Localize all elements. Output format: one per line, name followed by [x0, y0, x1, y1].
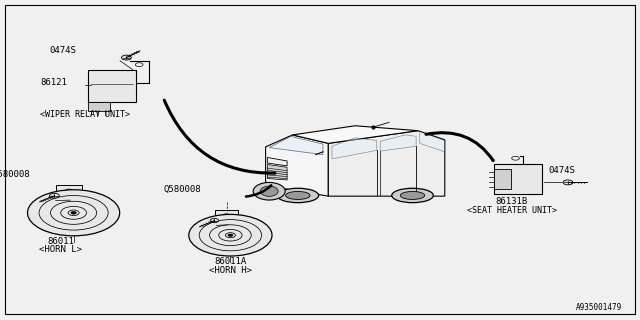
Circle shape [65, 189, 74, 194]
Text: 0474S: 0474S [549, 166, 575, 175]
Bar [215, 210, 237, 229]
Ellipse shape [285, 191, 310, 199]
FancyArrowPatch shape [246, 186, 271, 196]
Circle shape [28, 190, 120, 236]
Ellipse shape [277, 188, 319, 203]
Ellipse shape [260, 186, 278, 196]
Text: <SEAT HEATER UNIT>: <SEAT HEATER UNIT> [467, 206, 557, 215]
Bar [88, 102, 109, 111]
Circle shape [136, 63, 143, 67]
Circle shape [49, 193, 60, 198]
Circle shape [122, 55, 131, 60]
FancyArrowPatch shape [426, 133, 493, 160]
Polygon shape [266, 135, 328, 196]
FancyArrowPatch shape [164, 100, 275, 173]
Text: 86131B: 86131B [496, 197, 528, 206]
Bar [495, 169, 511, 189]
Circle shape [563, 180, 573, 185]
Circle shape [189, 214, 272, 256]
Text: 86011: 86011 [47, 237, 74, 246]
Ellipse shape [401, 191, 425, 199]
Circle shape [222, 214, 230, 218]
Polygon shape [328, 131, 445, 196]
Ellipse shape [253, 182, 285, 200]
Circle shape [71, 212, 76, 214]
Bar [495, 164, 543, 194]
Polygon shape [332, 138, 377, 159]
Text: 86011A: 86011A [214, 257, 246, 266]
Circle shape [210, 219, 219, 223]
Text: 86121: 86121 [40, 78, 67, 87]
Circle shape [512, 156, 520, 160]
Text: 0474S: 0474S [50, 46, 76, 55]
Text: <WIPER RELAY UNIT>: <WIPER RELAY UNIT> [40, 110, 130, 119]
Circle shape [228, 234, 233, 236]
Bar [56, 185, 82, 206]
Polygon shape [268, 157, 287, 166]
Bar [88, 70, 136, 102]
Polygon shape [380, 135, 416, 151]
Text: <HORN H>: <HORN H> [209, 266, 252, 275]
Ellipse shape [392, 188, 433, 203]
Text: Q580008: Q580008 [0, 170, 30, 179]
Polygon shape [292, 126, 418, 143]
Polygon shape [268, 164, 287, 180]
Text: Q580008: Q580008 [163, 185, 201, 194]
Text: <HORN L>: <HORN L> [39, 245, 83, 254]
Polygon shape [420, 132, 445, 152]
Text: A935001479: A935001479 [576, 303, 622, 312]
Polygon shape [269, 136, 323, 155]
